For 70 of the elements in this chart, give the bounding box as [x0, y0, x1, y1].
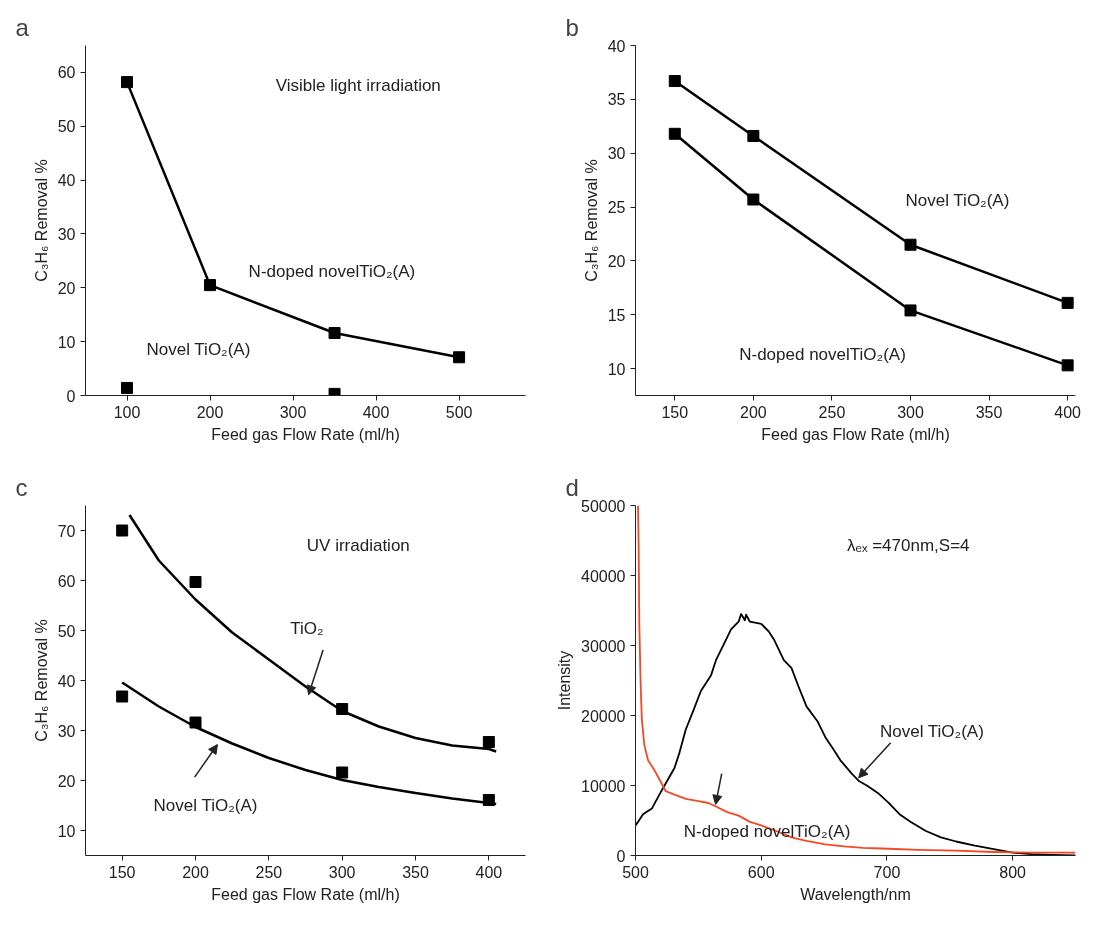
text: Novel TiO₂(A): [153, 795, 258, 815]
y-tick-label: 20: [57, 772, 76, 790]
x-tick-label: 250: [255, 863, 283, 881]
x-tick-label: 400: [362, 403, 390, 421]
x-tick-label: 500: [622, 863, 649, 881]
y-tick-label: 20: [57, 279, 76, 297]
x-tick-label: 700: [873, 863, 901, 881]
y-tick-label: 0: [66, 387, 76, 405]
y-tick-label: 20000: [581, 707, 626, 725]
x-tick-label: 600: [747, 863, 775, 881]
x-axis-title: Feed gas Flow Rate (ml/h): [211, 425, 400, 443]
y-tick-label: 25: [607, 199, 626, 217]
y-tick-label: 40: [57, 672, 76, 690]
y-tick-label: 50: [57, 622, 76, 640]
x-tick-label: 300: [897, 403, 924, 421]
x-tick-label: 150: [108, 863, 136, 881]
y-tick-label: 0: [616, 847, 626, 865]
chart-title: c: [15, 473, 28, 501]
x-axis-title: Feed gas Flow Rate (ml/h): [761, 425, 950, 443]
series-label: N-doped novelTiO₂(A): [739, 345, 906, 365]
y-tick-label: 10: [57, 333, 76, 351]
y-axis-title: C₃H₆ Removal %: [32, 159, 50, 282]
x-tick-label: 100: [113, 403, 141, 421]
x-tick-label: 350: [402, 863, 429, 881]
annotation: Visible light irradiation: [275, 76, 441, 95]
x-tick-label: 350: [975, 403, 1003, 421]
x-axis-title: Wavelength/nm: [800, 885, 911, 903]
y-tick-label: 10000: [581, 777, 626, 795]
series-label: TiO₂: [290, 618, 324, 638]
annotation: UV irradiation: [306, 536, 410, 555]
y-tick-label: 35: [607, 91, 626, 109]
x-tick-label: 800: [999, 863, 1027, 881]
x-tick-label: 400: [1054, 403, 1082, 421]
x-tick-label: 300: [328, 863, 356, 881]
chart-title: b: [565, 13, 579, 41]
x-tick-label: 200: [196, 403, 224, 421]
y-tick-label: 10: [607, 360, 626, 378]
y-tick-label: 60: [57, 64, 76, 82]
chart-title: d: [565, 473, 579, 501]
y-axis-title: C₃H₆ Removal %: [32, 619, 50, 742]
y-tick-label: 30: [57, 722, 76, 740]
y-tick-label: 30: [607, 145, 626, 163]
y-tick-label: 20: [607, 252, 626, 270]
y-axis-title: Intensity: [556, 650, 574, 711]
x-tick-label: 500: [445, 403, 473, 421]
y-tick-label: 70: [57, 522, 76, 540]
x-tick-label: 200: [182, 863, 209, 881]
y-tick-label: 10: [57, 822, 76, 840]
y-tick-label: 50000: [581, 497, 626, 515]
x-tick-label: 150: [661, 403, 689, 421]
x-tick-label: 300: [279, 403, 307, 421]
y-tick-label: 40: [607, 37, 626, 55]
annotation: λₑₓ =470nm,S=4: [847, 536, 970, 555]
x-tick-label: 250: [818, 403, 846, 421]
y-axis-title: C₃H₆ Removal %: [582, 159, 600, 282]
series-label: N-doped novelTiO₂(A): [248, 262, 416, 282]
series-label: Novel TiO₂(A): [905, 191, 1010, 211]
y-tick-label: 50: [57, 118, 76, 136]
text: Novel TiO₂(A): [879, 722, 984, 742]
y-tick-label: 40000: [581, 567, 626, 585]
chart-title: a: [15, 13, 30, 41]
y-tick-label: 30: [57, 225, 76, 243]
x-axis-title: Feed gas Flow Rate (ml/h): [211, 885, 400, 903]
x-tick-label: 200: [740, 403, 767, 421]
y-tick-label: 40: [57, 172, 76, 190]
y-tick-label: 15: [607, 306, 626, 324]
y-tick-label: 30000: [581, 637, 626, 655]
series-label: Novel TiO₂(A): [146, 340, 251, 360]
y-tick-label: 60: [57, 572, 76, 590]
x-tick-label: 400: [475, 863, 503, 881]
